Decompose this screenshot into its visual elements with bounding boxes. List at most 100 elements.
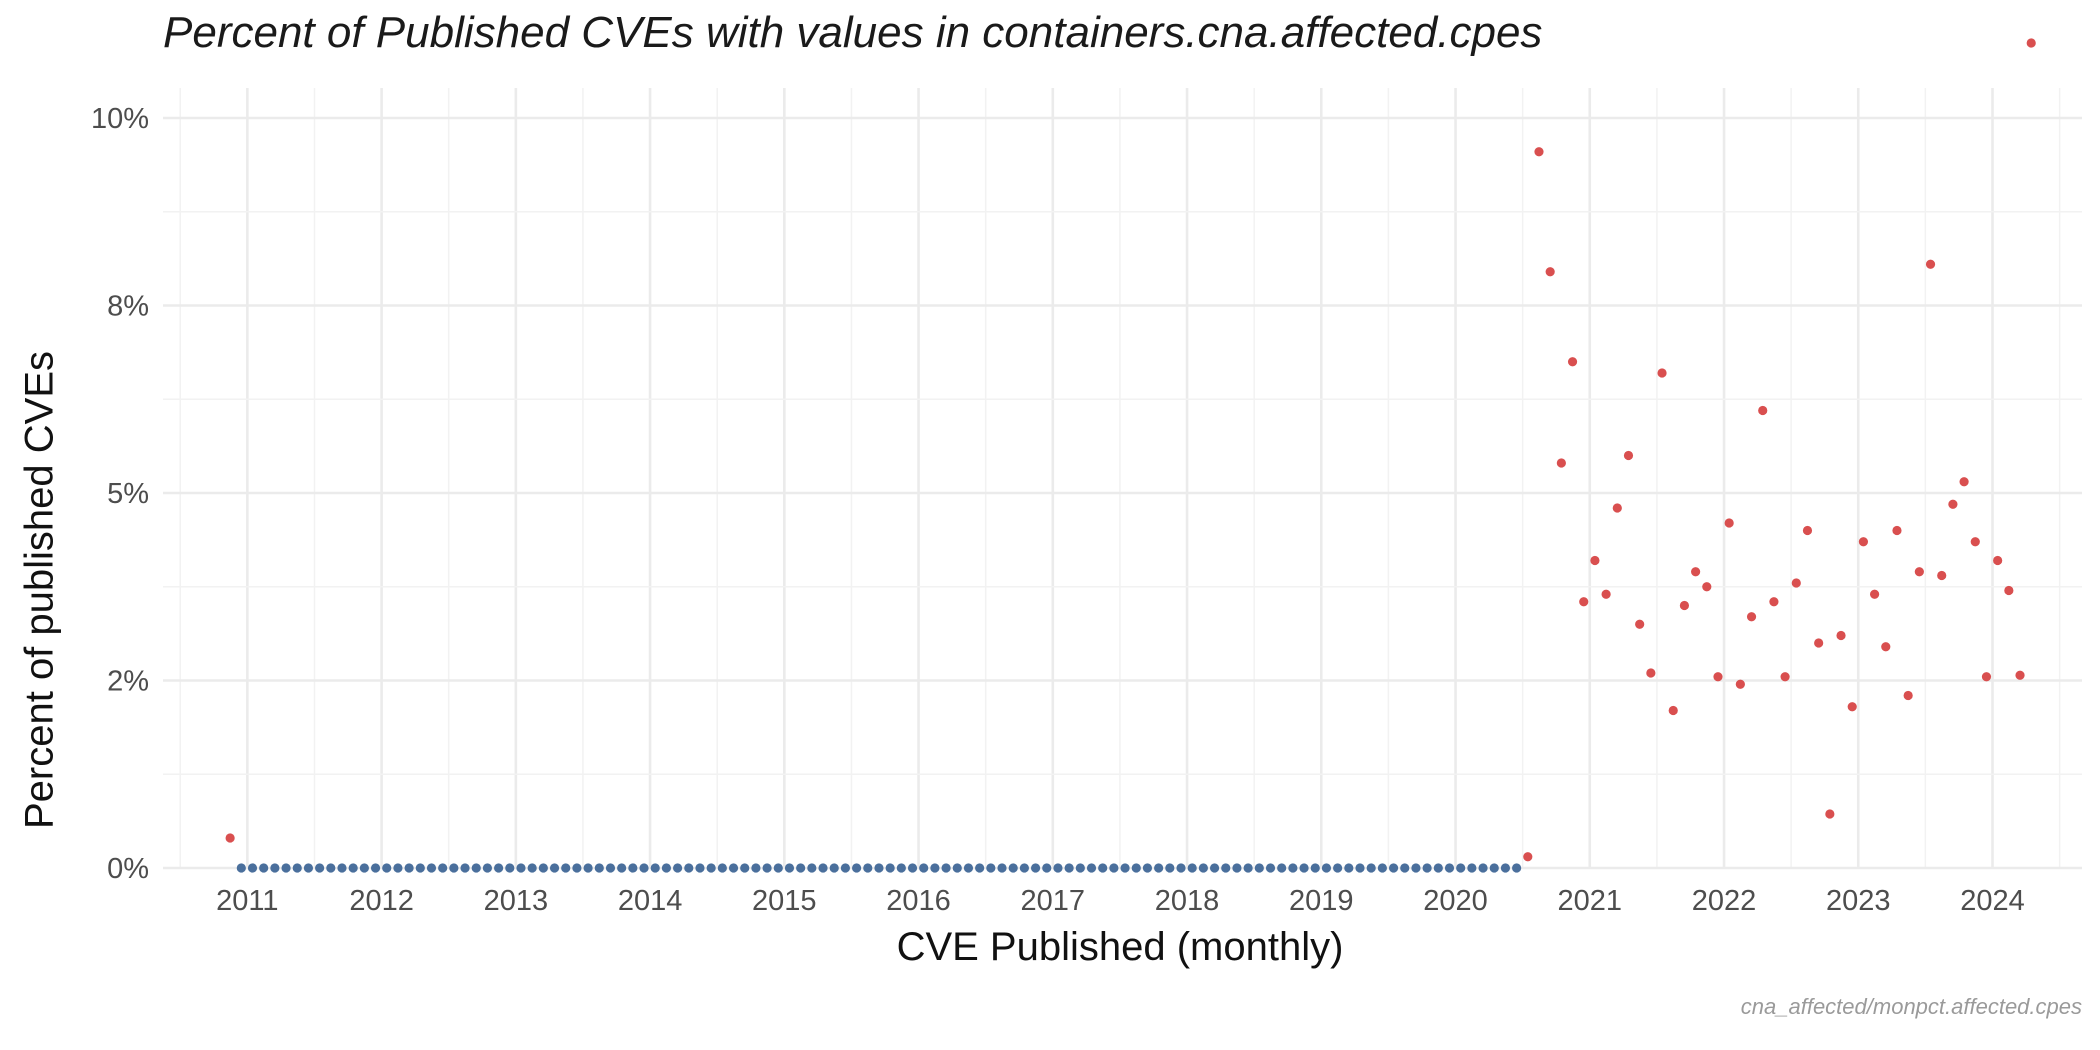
data-point [617,863,627,873]
data-point [874,863,884,873]
data-point [1691,567,1701,577]
data-point [1433,863,1443,873]
data-point [1657,368,1667,378]
data-point [594,863,604,873]
data-point [907,863,918,873]
data-point [1869,589,1880,599]
data-point [751,863,761,873]
y-tick-label: 0% [107,853,149,885]
x-tick-label: 2022 [1692,885,1757,917]
data-point [818,863,828,873]
data-point [997,863,1007,873]
data-point [1064,863,1074,873]
data-point [1959,477,1969,487]
data-point [628,863,638,873]
data-point [1109,863,1119,873]
data-point [1948,499,1958,509]
data-point [281,863,291,873]
data-point [236,863,246,873]
data-point [684,863,694,873]
data-point [1679,600,1690,611]
data-point [1836,630,1846,641]
data-point [1377,863,1387,873]
data-point [1993,555,2003,566]
data-point [1165,863,1175,873]
data-point [1310,863,1320,873]
data-point [2015,670,2025,680]
data-point [605,863,616,873]
data-point [1355,863,1365,873]
data-point [1333,863,1343,873]
data-point [1601,589,1611,599]
data-point [449,863,459,873]
data-point [1120,863,1130,873]
data-point [538,863,548,873]
data-point [762,863,772,873]
data-point [784,863,795,873]
data-point [2004,585,2014,596]
x-tick-label: 2012 [349,885,414,917]
x-tick-label: 2016 [886,885,951,917]
data-point [1802,525,1813,536]
data-point [382,863,392,873]
data-point [1254,863,1264,873]
data-point [1053,863,1063,873]
data-point [1500,863,1511,873]
data-point [975,863,985,873]
data-point [471,863,481,873]
data-point [1467,863,1477,873]
data-point [259,863,269,873]
data-point [1702,582,1712,592]
data-point [1142,863,1153,873]
x-tick-label: 2024 [1960,885,2025,917]
y-tick-label: 8% [107,291,149,323]
data-point [728,863,739,873]
data-point [1176,863,1186,873]
data-point [1221,863,1231,873]
data-point [1545,267,1555,277]
data-point [1881,642,1891,652]
data-point [348,863,358,873]
data-point [1489,863,1499,873]
data-point [1344,863,1354,873]
x-tick-label: 2020 [1423,885,1488,917]
data-point [1981,672,1992,682]
data-point [1277,863,1287,873]
data-point [1388,863,1399,873]
data-point [1970,537,1980,547]
data-point [247,863,258,873]
data-point [292,863,302,873]
data-point [1321,863,1332,873]
data-point [1635,619,1645,629]
data-point [370,863,381,873]
data-point [1098,863,1108,873]
data-point [919,863,929,873]
data-point [1209,863,1220,873]
data-point [1612,503,1622,513]
data-point [1858,537,1869,547]
data-point [1556,458,1566,468]
data-point [225,833,235,843]
data-point [303,863,314,873]
data-point [572,863,582,873]
data-point [1523,852,1533,862]
grid-lines [163,88,2082,870]
data-point [1265,863,1276,873]
data-point [1825,809,1835,819]
data-point [1232,863,1242,873]
data-point [941,863,951,873]
x-tick-label: 2017 [1021,885,1086,917]
data-point [851,863,862,873]
data-point [896,863,906,873]
data-point [1780,672,1790,682]
data-point [393,863,403,873]
data-point [1154,863,1164,873]
data-point [1746,612,1757,622]
x-tick-label: 2018 [1155,885,1220,917]
x-tick-label: 2014 [618,885,683,917]
data-point [494,863,504,873]
data-point [1713,672,1723,682]
data-point [270,863,280,873]
data-point [1086,863,1097,873]
data-point [2026,38,2036,48]
